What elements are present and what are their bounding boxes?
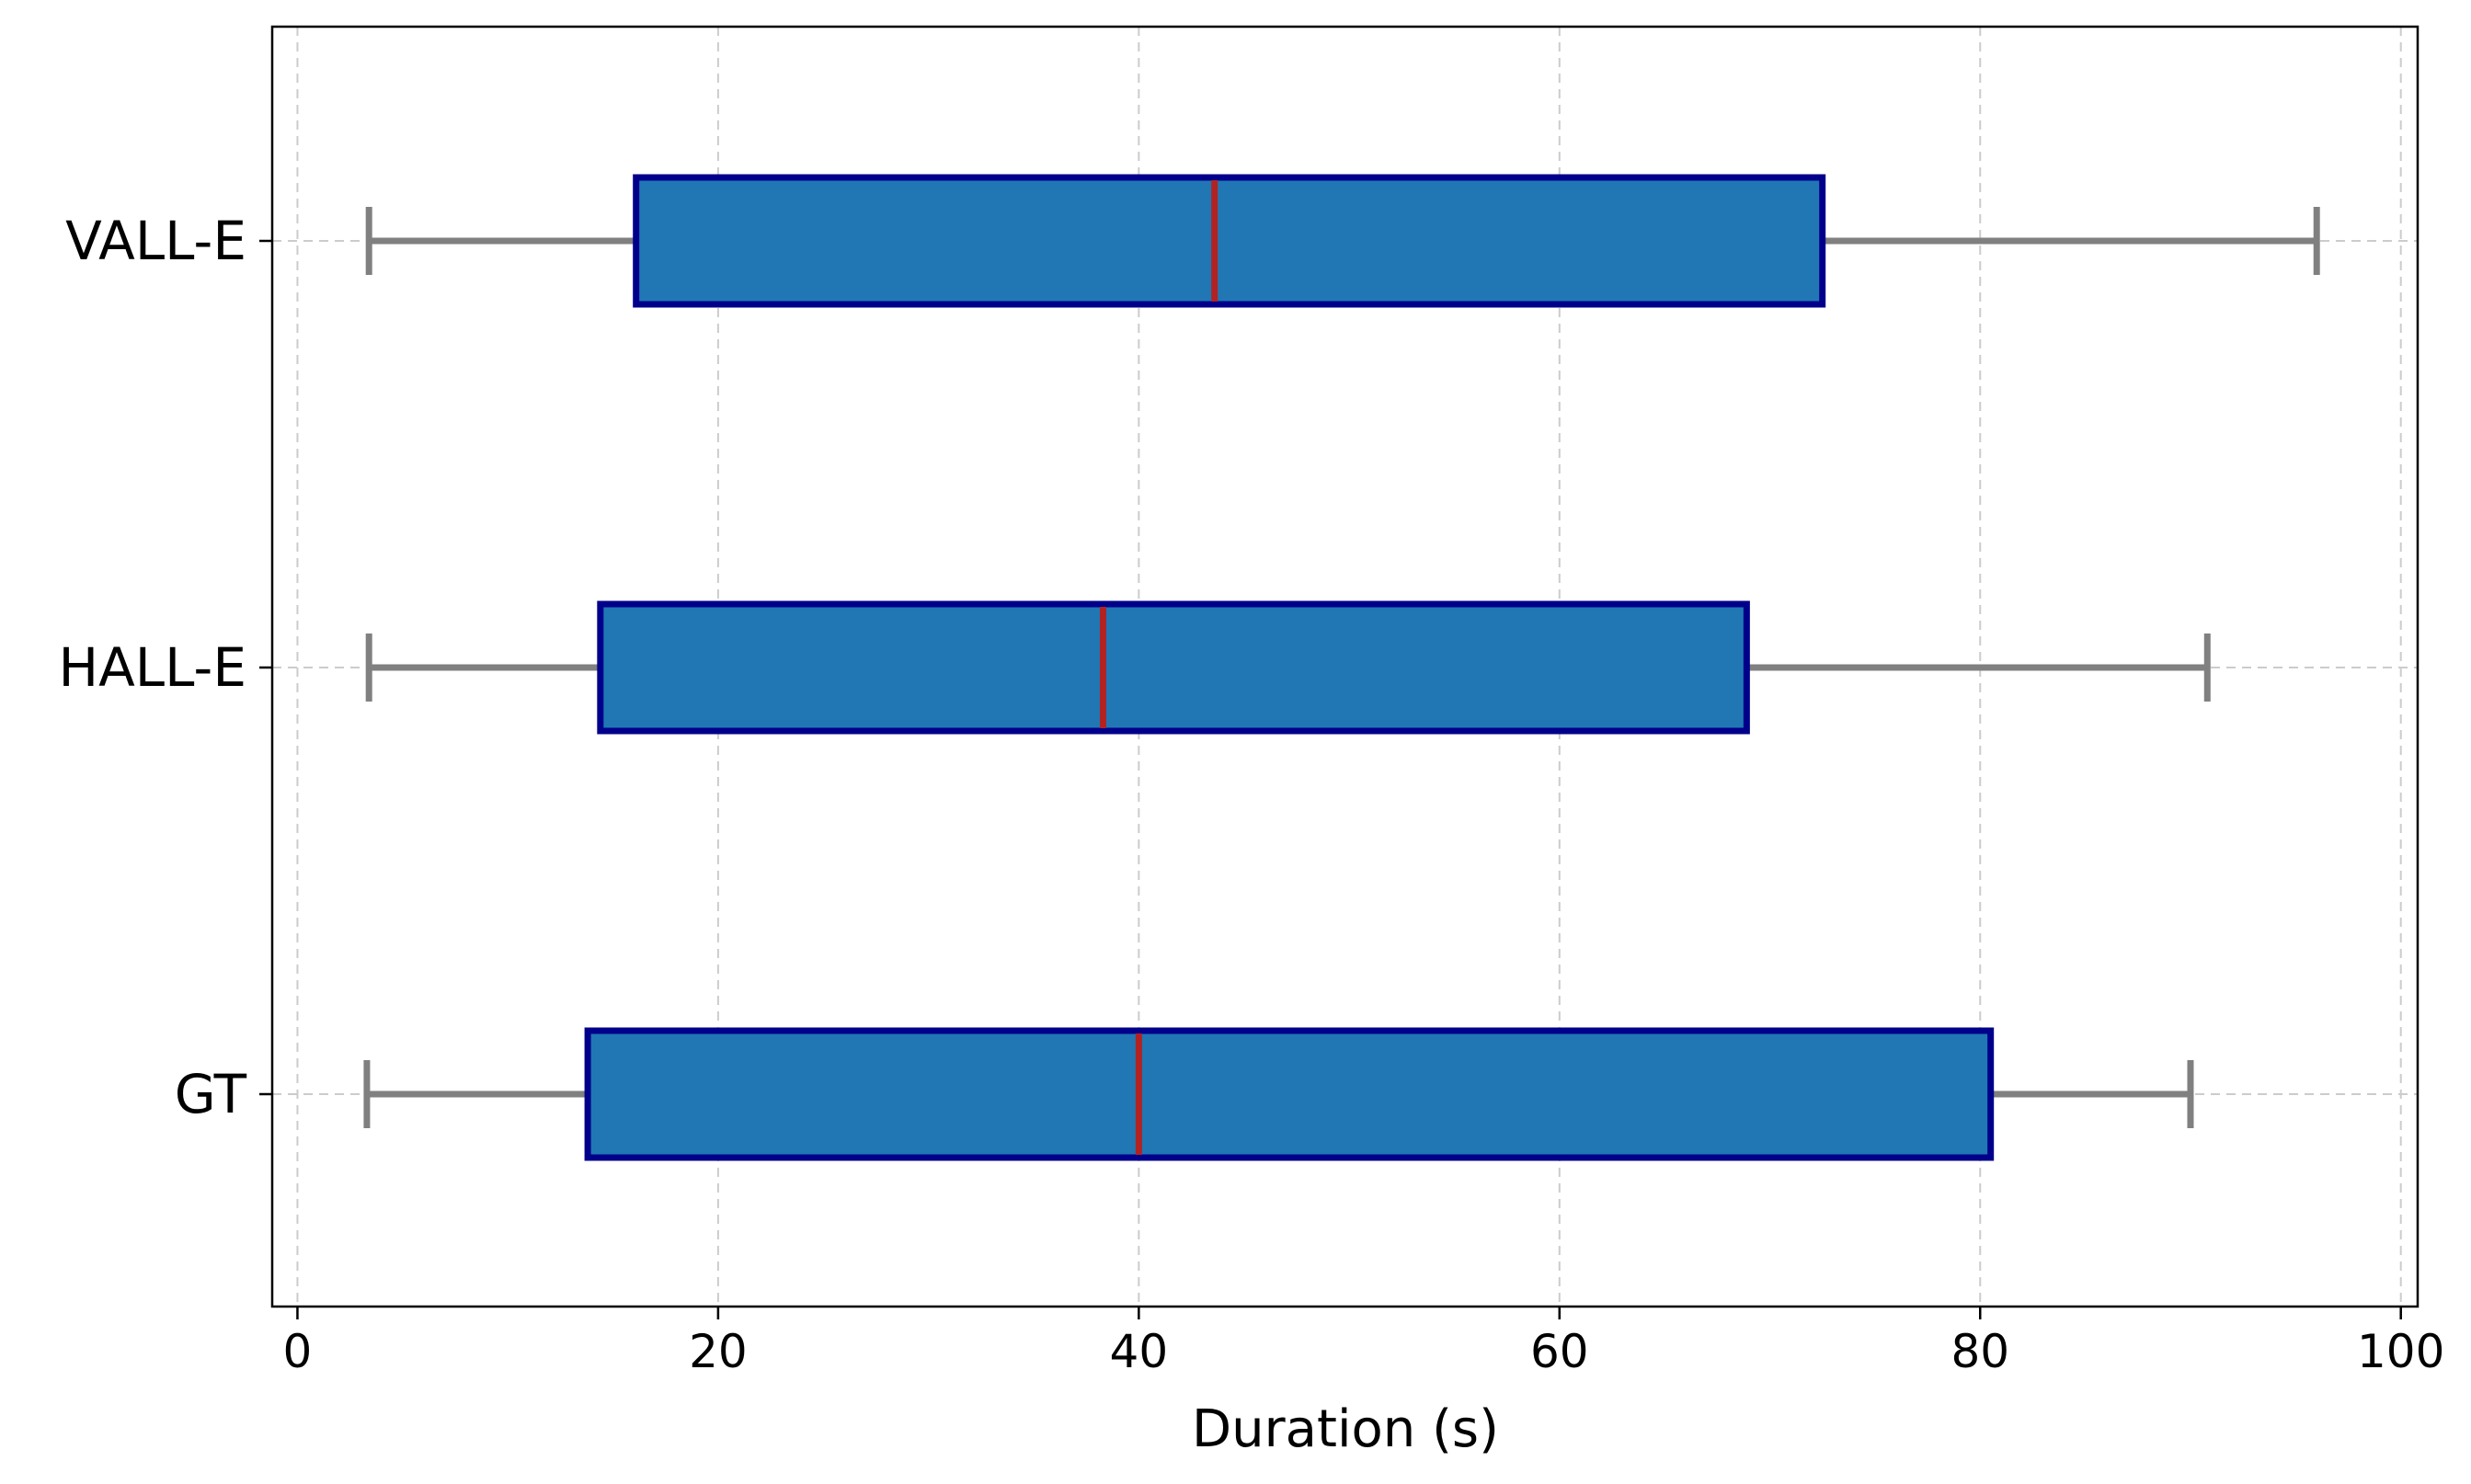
- x-tick-label: 20: [689, 1325, 748, 1378]
- x-tick-label: 40: [1110, 1325, 1169, 1378]
- y-tick-label: VALL-E: [65, 210, 246, 272]
- axis-ticks: 0 20 40 60 80 100 GT HALL-E VALL-E: [59, 210, 2445, 1378]
- box-group: [365, 600, 2211, 735]
- iqr-box: [633, 174, 1826, 308]
- iqr-box: [597, 600, 1750, 735]
- box-series: [363, 174, 2320, 1161]
- y-tick-label: GT: [175, 1063, 247, 1125]
- x-axis-title: Duration (s): [1192, 1399, 1499, 1459]
- x-tick-label: 0: [283, 1325, 313, 1378]
- iqr-box: [584, 1027, 1995, 1161]
- x-tick-label: 60: [1530, 1325, 1589, 1378]
- x-tick-label: 100: [2357, 1325, 2444, 1378]
- box-group: [363, 1027, 2194, 1161]
- box-group: [365, 174, 2320, 308]
- y-tick-label: HALL-E: [59, 636, 246, 699]
- x-tick-label: 80: [1950, 1325, 2009, 1378]
